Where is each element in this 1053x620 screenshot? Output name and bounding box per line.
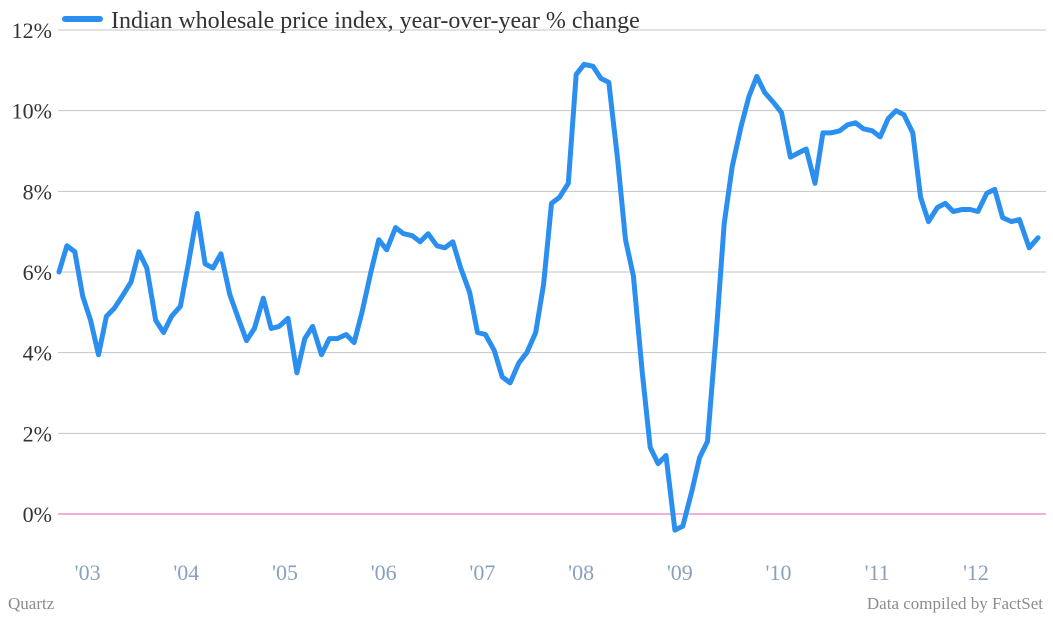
data-source-note: Data compiled by FactSet: [866, 594, 1043, 613]
y-tick-label: 8%: [23, 179, 52, 204]
y-tick-label: 0%: [23, 502, 52, 527]
gridlines: [58, 29, 1046, 515]
x-tick-label: '12: [963, 560, 989, 585]
x-axis-ticks: '03 '04 '05 '06 '07 '08 '09 '10 '11 '12: [75, 560, 989, 585]
x-tick-label: '06: [371, 560, 397, 585]
x-tick-label: '08: [568, 560, 594, 585]
legend: Indian wholesale price index, year-over-…: [62, 8, 640, 34]
y-tick-label: 12%: [12, 18, 52, 43]
y-axis-ticks: 0% 2% 4% 6% 8% 10% 12%: [12, 18, 52, 527]
x-tick-label: '04: [173, 560, 199, 585]
legend-label: Indian wholesale price index, year-over-…: [111, 8, 640, 34]
series-layer: [56, 61, 1041, 533]
y-tick-label: 4%: [23, 341, 52, 366]
x-tick-label: '09: [667, 560, 693, 585]
x-tick-label: '11: [865, 560, 890, 585]
y-tick-label: 2%: [23, 421, 52, 446]
series-line: [56, 61, 1041, 533]
publisher-credit: Quartz: [8, 594, 55, 613]
x-tick-label: '03: [75, 560, 101, 585]
x-tick-label: '07: [469, 560, 495, 585]
y-tick-label: 6%: [23, 260, 52, 285]
y-tick-label: 10%: [12, 99, 52, 124]
x-tick-label: '10: [766, 560, 792, 585]
x-tick-label: '05: [272, 560, 298, 585]
